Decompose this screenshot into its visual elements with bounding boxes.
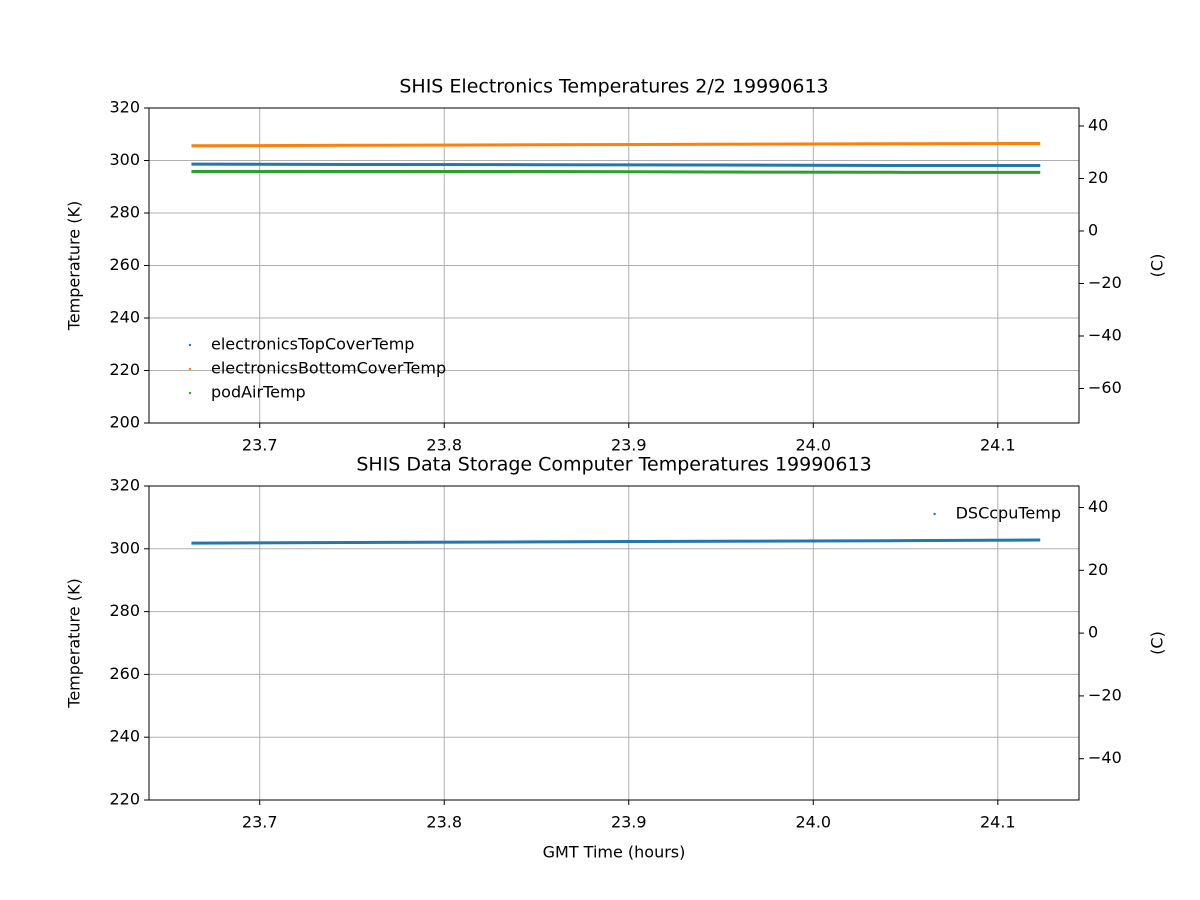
x-tick-label: 24.0 xyxy=(795,436,831,455)
legend-label: electronicsBottomCoverTemp xyxy=(211,359,446,378)
y-tick-label: 300 xyxy=(109,538,140,557)
y2-tick-label: 0 xyxy=(1088,623,1098,642)
y2-tick-label: 40 xyxy=(1088,115,1108,134)
y2-tick-label: 0 xyxy=(1088,220,1098,239)
y-tick-label: 280 xyxy=(109,601,140,620)
y2-axis-label: (C) xyxy=(1148,254,1167,278)
y2-tick-label: 40 xyxy=(1088,497,1108,516)
y2-tick-label: −20 xyxy=(1088,273,1122,292)
plot-frame xyxy=(148,107,1080,424)
y-axis-label: Temperature (K) xyxy=(65,578,84,708)
plot-frame xyxy=(148,485,1080,801)
y2-axis-label: (C) xyxy=(1148,631,1167,655)
x-tick-label: 23.8 xyxy=(426,813,462,832)
y-tick-label: 240 xyxy=(109,727,140,746)
x-tick-label: 23.7 xyxy=(242,813,278,832)
x-tick-label: 23.9 xyxy=(611,436,647,455)
y2-tick-label: −40 xyxy=(1088,748,1122,767)
x-tick-label: 24.1 xyxy=(980,813,1016,832)
chart-title: SHIS Data Storage Computer Temperatures … xyxy=(356,454,871,476)
y-axis-label: Temperature (K) xyxy=(65,201,84,331)
x-tick-label: 23.8 xyxy=(426,436,462,455)
y2-tick-label: −60 xyxy=(1088,378,1122,397)
x-tick-label: 23.7 xyxy=(242,436,278,455)
y2-tick-label: −20 xyxy=(1088,685,1122,704)
series-line xyxy=(191,162,1041,167)
x-axis-label: GMT Time (hours) xyxy=(543,843,686,862)
series-line xyxy=(191,538,1041,545)
y-tick-label: 280 xyxy=(109,203,140,222)
y-tick-label: 300 xyxy=(109,150,140,169)
legend-label: electronicsTopCoverTemp xyxy=(211,335,414,354)
y-tick-label: 320 xyxy=(109,476,140,495)
legend-marker xyxy=(188,367,192,371)
series-line xyxy=(191,170,1041,174)
legend-label: podAirTemp xyxy=(211,383,306,402)
x-tick-label: 23.9 xyxy=(611,813,647,832)
y-tick-label: 220 xyxy=(109,790,140,809)
x-tick-label: 24.1 xyxy=(980,436,1016,455)
series-line xyxy=(191,141,1041,148)
x-tick-label: 24.0 xyxy=(795,813,831,832)
legend-label: DSCcpuTemp xyxy=(956,504,1061,523)
y-tick-label: 320 xyxy=(109,98,140,117)
chart-title: SHIS Electronics Temperatures 2/2 199906… xyxy=(399,76,828,98)
y2-tick-label: −40 xyxy=(1088,325,1122,344)
y2-tick-label: 20 xyxy=(1088,168,1108,187)
y2-tick-label: 20 xyxy=(1088,560,1108,579)
y-tick-label: 240 xyxy=(109,308,140,327)
legend-marker xyxy=(188,343,192,347)
y-tick-label: 200 xyxy=(109,413,140,432)
y-tick-label: 260 xyxy=(109,255,140,274)
y-tick-label: 220 xyxy=(109,360,140,379)
legend-marker xyxy=(933,512,936,516)
y-tick-label: 260 xyxy=(109,664,140,683)
legend-marker xyxy=(188,391,192,395)
